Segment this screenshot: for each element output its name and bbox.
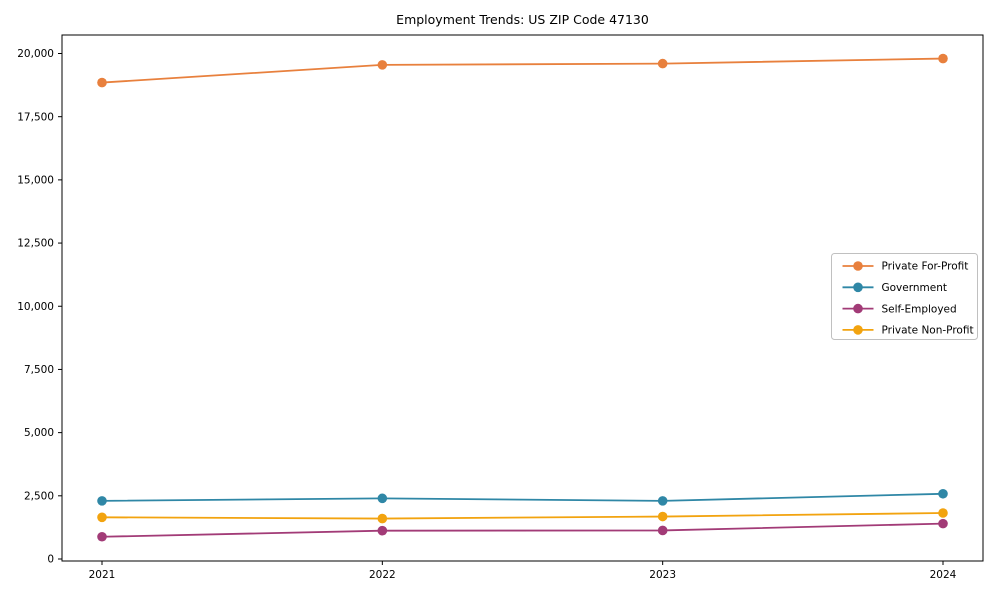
data-point-marker	[938, 488, 948, 499]
data-point-marker	[657, 525, 668, 536]
y-tick-label: 20,000	[17, 48, 54, 60]
x-tick-label: 2022	[369, 569, 396, 581]
series-line	[101, 57, 944, 84]
y-tick-label: 7,500	[24, 364, 54, 376]
data-point-marker	[97, 531, 107, 542]
legend-item-label: Government	[882, 282, 947, 294]
x-tick-label: 2021	[89, 569, 116, 581]
legend-marker	[853, 303, 863, 314]
chart-title: Employment Trends: US ZIP Code 47130	[396, 12, 649, 27]
series-line	[101, 522, 944, 538]
x-tick-label: 2023	[649, 569, 676, 581]
data-point-marker	[657, 511, 668, 522]
data-point-marker	[657, 58, 668, 69]
y-tick-label: 0	[47, 554, 54, 566]
data-point-marker	[657, 496, 668, 506]
data-point-marker	[97, 77, 107, 88]
legend-marker	[853, 282, 863, 293]
legend-item-label: Private Non-Profit	[882, 325, 974, 337]
y-tick-label: 12,500	[17, 238, 54, 250]
legend-item-label: Self-Employed	[882, 303, 957, 315]
data-point-marker	[938, 508, 948, 518]
x-tick-label: 2024	[930, 569, 957, 581]
y-tick-label: 17,500	[17, 111, 54, 123]
data-point-marker	[377, 525, 388, 536]
data-point-marker	[97, 512, 107, 523]
legend-marker	[853, 261, 863, 271]
data-point-marker	[377, 513, 388, 524]
legend	[831, 253, 978, 340]
series-line	[101, 512, 944, 520]
data-point-marker	[377, 493, 388, 504]
y-tick-label: 15,000	[17, 174, 54, 186]
data-point-marker	[938, 53, 948, 64]
series-line	[101, 492, 944, 502]
data-point-marker	[97, 496, 107, 506]
legend-marker	[853, 325, 863, 335]
y-tick-label: 5,000	[24, 427, 54, 439]
data-point-marker	[377, 60, 388, 70]
data-point-marker	[938, 518, 948, 529]
y-tick-label: 10,000	[17, 301, 54, 313]
axes-box	[61, 34, 984, 562]
y-tick-label: 2,500	[24, 490, 54, 502]
legend-item-label: Private For-Profit	[882, 261, 969, 273]
